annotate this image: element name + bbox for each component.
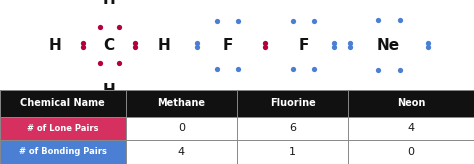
Bar [0, 117, 126, 140]
Text: # of Lone Pairs: # of Lone Pairs [27, 124, 99, 133]
Text: Chemical Name: Chemical Name [20, 99, 105, 108]
Text: H: H [103, 0, 115, 8]
Text: 0: 0 [178, 123, 185, 133]
Text: # of Bonding Pairs: # of Bonding Pairs [19, 147, 107, 156]
Bar [0, 90, 474, 117]
Text: 4: 4 [178, 147, 185, 157]
Text: 1: 1 [289, 147, 296, 157]
Bar [348, 140, 474, 164]
Text: Ne: Ne [377, 38, 400, 53]
Text: Neon: Neon [397, 99, 425, 108]
Bar [237, 140, 348, 164]
Text: H: H [103, 83, 115, 98]
Text: F: F [222, 38, 233, 53]
Bar [0, 140, 126, 164]
Text: F: F [298, 38, 309, 53]
Text: Fluorine: Fluorine [270, 99, 316, 108]
Bar [348, 117, 474, 140]
Text: H: H [48, 38, 61, 53]
Text: Methane: Methane [157, 99, 205, 108]
Text: 0: 0 [408, 147, 415, 157]
Text: 4: 4 [408, 123, 415, 133]
Bar [237, 117, 348, 140]
Text: C: C [103, 38, 115, 53]
Text: 6: 6 [289, 123, 296, 133]
Bar [126, 117, 237, 140]
Text: H: H [157, 38, 170, 53]
Bar [126, 140, 237, 164]
